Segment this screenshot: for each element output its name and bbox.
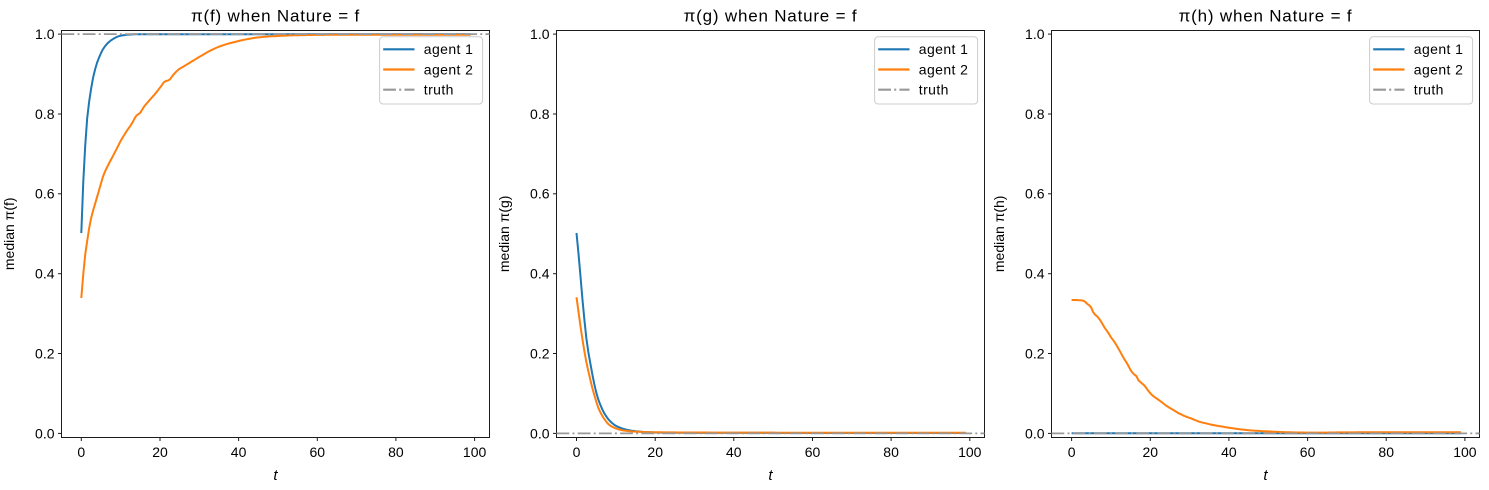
svg-text:100: 100: [958, 444, 982, 460]
svg-text:π(f) when Nature = f: π(f) when Nature = f: [191, 7, 360, 26]
svg-text:20: 20: [152, 444, 168, 460]
svg-text:0.6: 0.6: [35, 186, 55, 202]
svg-text:agent 2: agent 2: [1414, 61, 1464, 77]
svg-text:median π(h): median π(h): [991, 196, 1007, 273]
svg-text:agent 1: agent 1: [1414, 41, 1464, 57]
svg-text:truth: truth: [424, 82, 454, 98]
svg-text:π(g) when Nature = f: π(g) when Nature = f: [684, 7, 858, 26]
svg-text:0.6: 0.6: [1025, 186, 1045, 202]
svg-text:0: 0: [573, 444, 581, 460]
svg-text:t: t: [1263, 467, 1268, 484]
svg-text:truth: truth: [919, 82, 949, 98]
svg-text:0.8: 0.8: [1025, 106, 1045, 122]
svg-text:60: 60: [805, 444, 821, 460]
svg-text:0.4: 0.4: [35, 266, 55, 282]
svg-text:1.0: 1.0: [1025, 26, 1045, 42]
svg-text:60: 60: [1300, 444, 1316, 460]
svg-text:1.0: 1.0: [530, 26, 550, 42]
svg-text:agent 2: agent 2: [424, 61, 474, 77]
svg-text:t: t: [768, 467, 773, 484]
svg-text:median π(f): median π(f): [1, 197, 17, 270]
svg-text:0.4: 0.4: [530, 266, 550, 282]
svg-text:t: t: [273, 467, 278, 484]
svg-text:80: 80: [1378, 444, 1394, 460]
svg-text:truth: truth: [1414, 82, 1444, 98]
svg-text:20: 20: [647, 444, 663, 460]
svg-text:agent 1: agent 1: [919, 41, 969, 57]
svg-text:0.0: 0.0: [35, 425, 55, 441]
svg-text:80: 80: [388, 444, 404, 460]
svg-text:0.2: 0.2: [1025, 345, 1045, 361]
svg-text:0: 0: [77, 444, 85, 460]
svg-text:agent 2: agent 2: [919, 61, 969, 77]
svg-text:1.0: 1.0: [35, 26, 55, 42]
svg-text:π(h) when Nature = f: π(h) when Nature = f: [1179, 7, 1353, 26]
svg-text:agent 1: agent 1: [424, 41, 474, 57]
svg-text:0: 0: [1068, 444, 1076, 460]
svg-text:0.8: 0.8: [530, 106, 550, 122]
svg-text:40: 40: [1221, 444, 1237, 460]
svg-text:80: 80: [883, 444, 899, 460]
svg-text:0.2: 0.2: [530, 345, 550, 361]
svg-text:0.8: 0.8: [35, 106, 55, 122]
svg-text:0.2: 0.2: [35, 345, 55, 361]
svg-text:100: 100: [463, 444, 487, 460]
svg-text:0.6: 0.6: [530, 186, 550, 202]
svg-text:100: 100: [1453, 444, 1477, 460]
svg-text:0.0: 0.0: [1025, 425, 1045, 441]
svg-text:0.4: 0.4: [1025, 266, 1045, 282]
svg-text:20: 20: [1143, 444, 1159, 460]
svg-text:0.0: 0.0: [530, 425, 550, 441]
svg-text:40: 40: [726, 444, 742, 460]
svg-text:median π(g): median π(g): [496, 196, 512, 273]
svg-text:40: 40: [231, 444, 247, 460]
svg-text:60: 60: [310, 444, 326, 460]
